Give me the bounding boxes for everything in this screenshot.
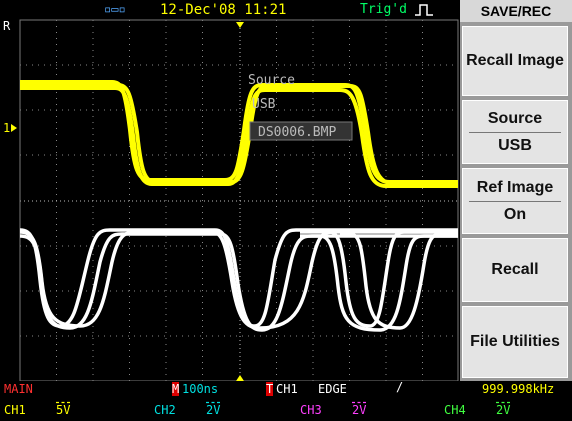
- channel-scale: 2V: [496, 403, 510, 417]
- ref-marker: R: [3, 19, 11, 33]
- mode: MAIN: [4, 382, 33, 396]
- overlay-source-value: USB: [252, 97, 276, 112]
- trigger-type: EDGE: [318, 382, 347, 396]
- menu-button[interactable]: Ref Image On: [462, 168, 568, 234]
- channel-name: CH4: [444, 403, 466, 417]
- menu-button[interactable]: Source USB: [462, 100, 568, 164]
- channel-marker: 1: [3, 121, 10, 135]
- trigger-status: Trig'd: [360, 2, 407, 17]
- timebase: 100ns: [182, 382, 218, 396]
- menu-value: USB: [469, 132, 561, 155]
- waveform-display: R 1 Source USB DS0006.BMP: [0, 0, 460, 381]
- channel-scale: 5V: [56, 403, 70, 417]
- date-time: 12-Dec'08 11:21: [160, 2, 286, 18]
- menu-button[interactable]: File Utilities: [462, 306, 568, 378]
- menu-label: Ref Image: [463, 179, 567, 197]
- overlay-file-name: DS0006.BMP: [258, 125, 336, 140]
- menu-button[interactable]: Recall Image: [462, 26, 568, 96]
- trigger-edge-icon: [414, 3, 434, 17]
- channel-scale: 2V: [352, 403, 366, 417]
- timebase-marker: M: [172, 382, 179, 396]
- channel-scale: 2V: [206, 403, 220, 417]
- overlay-source-label: Source: [248, 73, 295, 88]
- trigger-marker: T: [266, 382, 273, 396]
- frequency: 999.998kHz: [482, 382, 554, 396]
- side-menu: SAVE/REC Recall Image Source USB Ref Imag…: [460, 0, 572, 381]
- channel-name: CH1: [4, 403, 26, 417]
- trigger-slope: /: [396, 380, 403, 394]
- channel-name: CH2: [154, 403, 176, 417]
- menu-button[interactable]: Recall: [462, 238, 568, 302]
- menu-label: File Utilities: [463, 333, 567, 351]
- menu-value: On: [469, 201, 561, 224]
- menu-label: Recall Image: [463, 52, 567, 70]
- usb-icon: ▫▭▫: [104, 2, 126, 16]
- menu-label: Recall: [463, 261, 567, 279]
- channel-name: CH3: [300, 403, 322, 417]
- trigger-source: CH1: [276, 382, 298, 396]
- menu-title: SAVE/REC: [460, 0, 572, 22]
- menu-label: Source: [463, 110, 567, 128]
- oscilloscope-screen: R 1 Source USB DS0006.BMP ▫▭▫ 12-Dec'08 …: [0, 0, 572, 421]
